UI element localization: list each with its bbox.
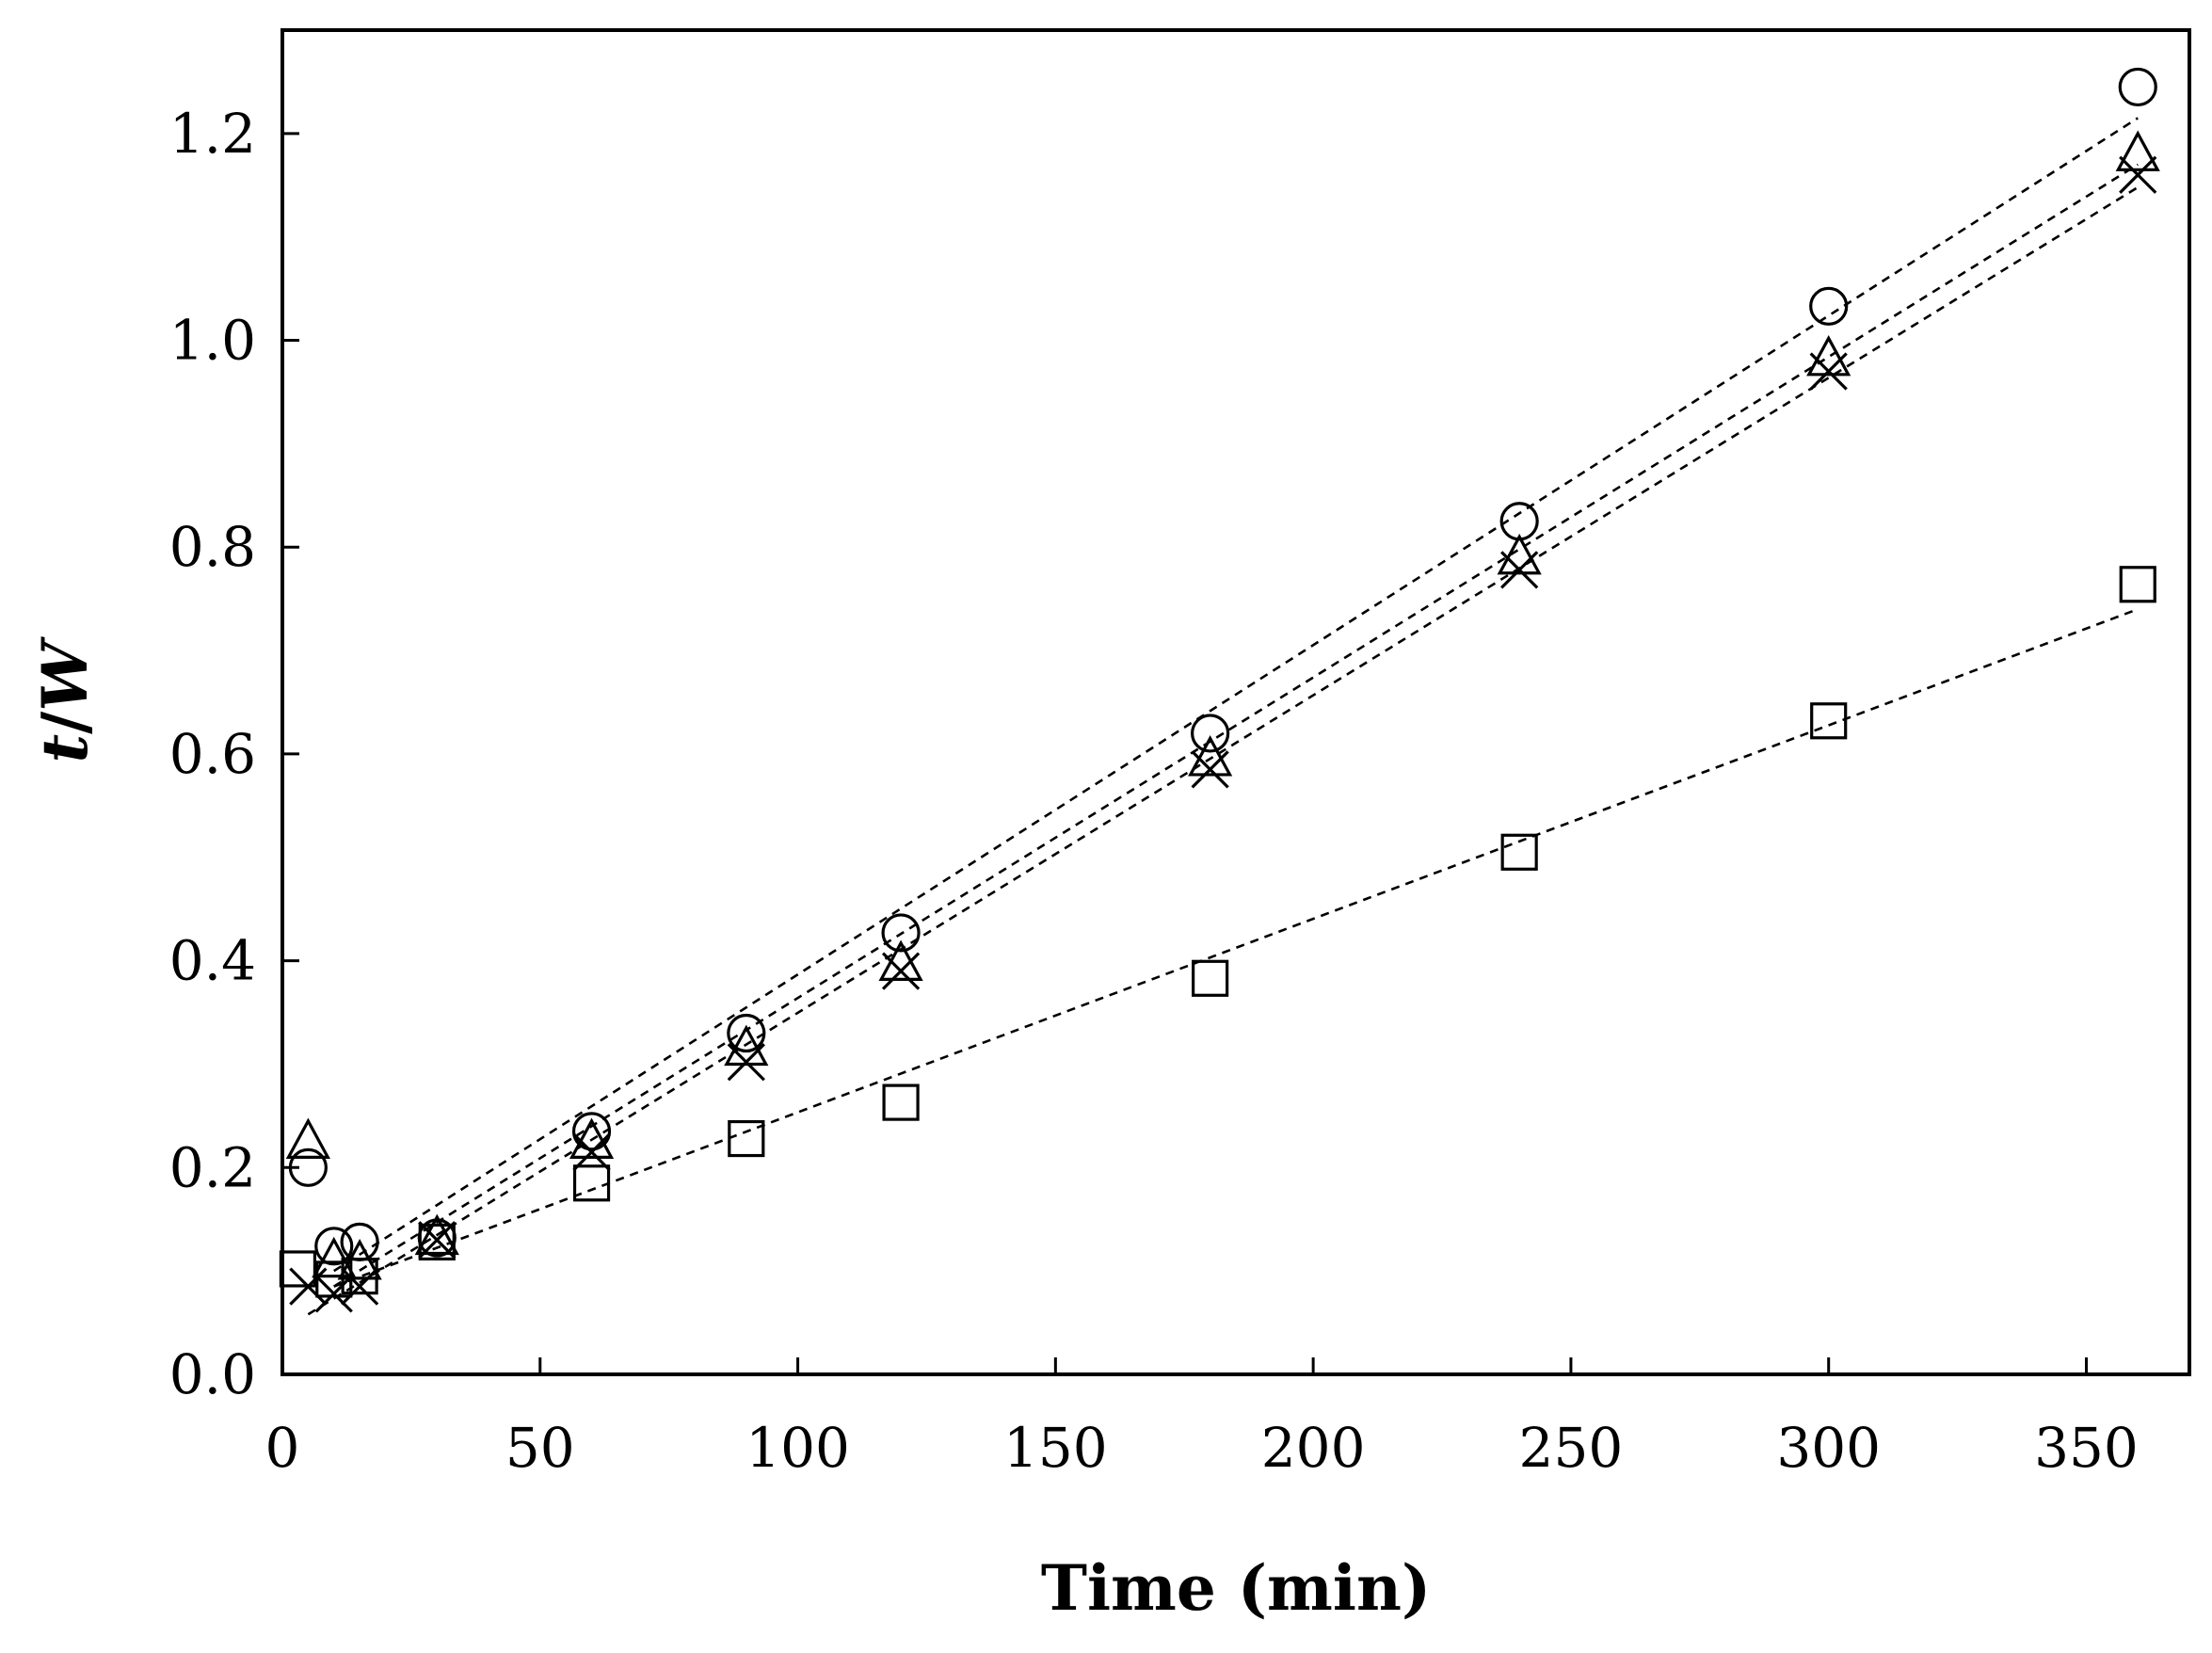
marker-circle-10 (2118, 67, 2157, 107)
marker-triangle-0 (285, 1117, 330, 1159)
x-tick-label-4: 200 (1261, 1416, 1366, 1480)
marker-cross-4 (572, 1132, 611, 1171)
marker-cross-3 (418, 1221, 457, 1260)
marker-square-1 (315, 1260, 353, 1298)
marker-circle-5 (727, 1013, 766, 1053)
y-tick-label-6: 1.2 (169, 102, 256, 166)
marker-circle-1 (314, 1227, 354, 1266)
y-tick-label-5: 1.0 (169, 309, 256, 373)
x-tick-label-6: 300 (1776, 1416, 1881, 1480)
marker-square-0 (279, 1250, 317, 1288)
x-tick-label-5: 250 (1519, 1416, 1624, 1480)
y-axis-title-sep: / (28, 711, 102, 734)
marker-square-7 (1192, 959, 1229, 997)
marker-cross-10 (2119, 155, 2157, 194)
y-axis-title-t: t (28, 734, 102, 763)
x-tick-label-2: 100 (745, 1416, 850, 1480)
marker-triangle-3 (414, 1213, 459, 1256)
marker-cross-1 (314, 1275, 353, 1313)
marker-cross-6 (881, 952, 921, 990)
x-axis-ticks: 0 50 100 150 200 250 300 350 (265, 1357, 2139, 1480)
marker-circle-7 (1191, 714, 1230, 753)
marker-square-10 (2119, 566, 2156, 603)
marker-triangle-7 (1188, 735, 1233, 777)
marker-triangle-4 (569, 1117, 615, 1159)
marker-square-6 (882, 1083, 920, 1121)
y-tick-label-3: 0.6 (169, 722, 256, 786)
y-tick-label-2: 0.4 (169, 929, 256, 993)
marker-cross-5 (727, 1043, 765, 1082)
marker-cross-7 (1191, 750, 1229, 789)
marker-cross-2 (341, 1267, 379, 1306)
x-tick-label-3: 150 (1003, 1416, 1108, 1480)
x-tick-label-1: 50 (505, 1416, 575, 1480)
marker-circle-6 (881, 913, 921, 953)
marker-square-2 (341, 1258, 378, 1295)
fit-line-square (333, 607, 2139, 1288)
fit-line-circle (333, 117, 2139, 1273)
y-axis-ticks: 0.0 0.2 0.4 0.6 0.8 1.0 1.2 (169, 102, 299, 1406)
y-axis-title: t/W (28, 636, 102, 763)
marker-square-9 (1810, 702, 1848, 740)
marker-square-5 (728, 1119, 765, 1158)
marker-triangle-9 (1806, 334, 1851, 377)
y-axis-title-w: W (28, 636, 102, 712)
marker-circle-4 (571, 1112, 612, 1151)
marker-circle-9 (1809, 286, 1849, 326)
x-tick-label-7: 350 (2034, 1416, 2139, 1480)
y-tick-label-0: 0.0 (169, 1342, 256, 1406)
marker-square-8 (1500, 833, 1538, 871)
marker-cross-9 (1809, 352, 1848, 391)
y-tick-label-1: 0.2 (169, 1135, 256, 1199)
plot-frame (281, 28, 2191, 1376)
marker-square-3 (418, 1223, 456, 1260)
y-tick-label-4: 0.8 (169, 515, 256, 579)
fit-line-cross (307, 185, 2139, 1316)
x-tick-label-0: 0 (265, 1416, 300, 1480)
marker-triangle-8 (1497, 533, 1542, 575)
data-markers (279, 67, 2160, 1313)
marker-triangle-10 (2115, 130, 2160, 171)
marker-cross-8 (1500, 551, 1539, 589)
x-axis-title: Time (min) (1041, 1551, 1431, 1625)
marker-square-4 (572, 1164, 611, 1202)
